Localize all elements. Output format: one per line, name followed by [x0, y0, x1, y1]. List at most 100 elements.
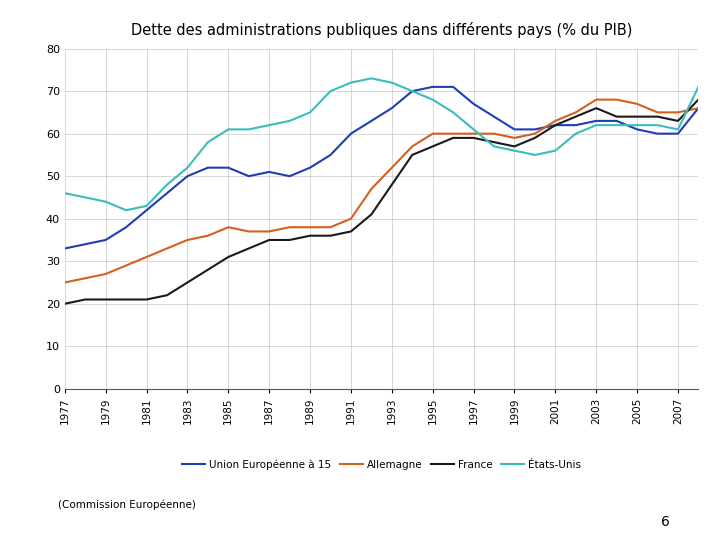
- Union Européenne à 15: [694, 105, 703, 111]
- Union Européenne à 15: [204, 164, 212, 171]
- France: [143, 296, 151, 303]
- États-Unis: [204, 139, 212, 145]
- France: [122, 296, 130, 303]
- Allemagne: [633, 100, 642, 107]
- Allemagne: [346, 215, 355, 222]
- Line: États-Unis: États-Unis: [65, 78, 698, 210]
- Allemagne: [306, 224, 315, 231]
- États-Unis: [653, 122, 662, 129]
- États-Unis: [143, 202, 151, 209]
- États-Unis: [428, 96, 437, 103]
- Union Européenne à 15: [428, 84, 437, 90]
- États-Unis: [633, 122, 642, 129]
- États-Unis: [490, 143, 498, 150]
- États-Unis: [367, 75, 376, 82]
- États-Unis: [306, 109, 315, 116]
- Union Européenne à 15: [387, 105, 396, 111]
- Allemagne: [265, 228, 274, 235]
- Line: France: France: [65, 99, 698, 303]
- France: [204, 266, 212, 273]
- France: [449, 134, 457, 141]
- États-Unis: [510, 147, 519, 154]
- Union Européenne à 15: [81, 241, 89, 247]
- Union Européenne à 15: [653, 130, 662, 137]
- France: [490, 139, 498, 145]
- Union Européenne à 15: [469, 100, 478, 107]
- Allemagne: [326, 224, 335, 231]
- Allemagne: [81, 275, 89, 281]
- Allemagne: [143, 254, 151, 260]
- France: [326, 232, 335, 239]
- Allemagne: [510, 134, 519, 141]
- Union Européenne à 15: [265, 168, 274, 175]
- Allemagne: [102, 271, 110, 277]
- États-Unis: [346, 79, 355, 86]
- États-Unis: [572, 130, 580, 137]
- États-Unis: [674, 126, 683, 133]
- Allemagne: [367, 186, 376, 192]
- Union Européenne à 15: [612, 118, 621, 124]
- Allemagne: [408, 143, 417, 150]
- Text: (Commission Européenne): (Commission Européenne): [58, 500, 195, 510]
- Union Européenne à 15: [367, 118, 376, 124]
- Union Européenne à 15: [551, 122, 559, 129]
- Union Européenne à 15: [122, 224, 130, 231]
- Union Européenne à 15: [346, 130, 355, 137]
- France: [224, 254, 233, 260]
- Union Européenne à 15: [224, 164, 233, 171]
- France: [60, 300, 69, 307]
- Union Européenne à 15: [326, 152, 335, 158]
- États-Unis: [285, 118, 294, 124]
- Union Européenne à 15: [408, 88, 417, 94]
- Union Européenne à 15: [572, 122, 580, 129]
- Union Européenne à 15: [60, 245, 69, 252]
- Allemagne: [428, 130, 437, 137]
- États-Unis: [408, 88, 417, 94]
- États-Unis: [694, 84, 703, 90]
- Union Européenne à 15: [633, 126, 642, 133]
- France: [674, 118, 683, 124]
- Allemagne: [163, 245, 171, 252]
- Allemagne: [387, 164, 396, 171]
- France: [367, 211, 376, 218]
- États-Unis: [224, 126, 233, 133]
- Text: 6: 6: [661, 515, 670, 529]
- États-Unis: [551, 147, 559, 154]
- France: [285, 237, 294, 243]
- États-Unis: [244, 126, 253, 133]
- Allemagne: [572, 109, 580, 116]
- Union Européenne à 15: [285, 173, 294, 179]
- Union Européenne à 15: [592, 118, 600, 124]
- Union Européenne à 15: [490, 113, 498, 120]
- France: [163, 292, 171, 299]
- Allemagne: [612, 96, 621, 103]
- France: [653, 113, 662, 120]
- France: [387, 181, 396, 188]
- France: [633, 113, 642, 120]
- Allemagne: [183, 237, 192, 243]
- France: [306, 232, 315, 239]
- États-Unis: [449, 109, 457, 116]
- Union Européenne à 15: [674, 130, 683, 137]
- États-Unis: [326, 88, 335, 94]
- États-Unis: [265, 122, 274, 129]
- France: [572, 113, 580, 120]
- France: [183, 279, 192, 286]
- États-Unis: [612, 122, 621, 129]
- États-Unis: [122, 207, 130, 213]
- Title: Dette des administrations publiques dans différents pays (% du PIB): Dette des administrations publiques dans…: [131, 22, 632, 38]
- Allemagne: [490, 130, 498, 137]
- Union Européenne à 15: [244, 173, 253, 179]
- États-Unis: [81, 194, 89, 201]
- États-Unis: [592, 122, 600, 129]
- Allemagne: [204, 232, 212, 239]
- France: [102, 296, 110, 303]
- Union Européenne à 15: [531, 126, 539, 133]
- Allemagne: [60, 279, 69, 286]
- Union Européenne à 15: [510, 126, 519, 133]
- France: [469, 134, 478, 141]
- France: [592, 105, 600, 111]
- France: [265, 237, 274, 243]
- Line: Allemagne: Allemagne: [65, 99, 698, 282]
- Allemagne: [531, 130, 539, 137]
